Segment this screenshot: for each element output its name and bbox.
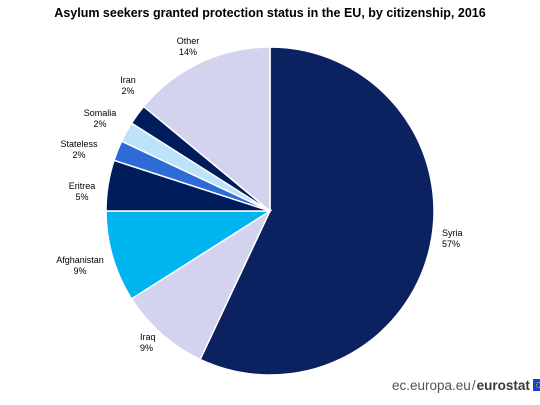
branding-name: eurostat	[476, 377, 530, 393]
branding-separator: /	[471, 377, 476, 393]
slice-value-iraq: 9%	[140, 343, 153, 353]
eurostat-branding: ec.europa.eu / eurostat	[392, 376, 540, 394]
pie-slice-iraq	[130, 208, 272, 361]
slice-name-somalia: Somalia	[84, 108, 117, 118]
slice-name-afghanistan: Afghanistan	[56, 255, 104, 265]
pie-slice-other	[142, 46, 271, 213]
slice-value-somalia: 2%	[93, 119, 106, 129]
slice-value-syria: 57%	[442, 239, 460, 249]
slice-value-afghanistan: 9%	[73, 266, 86, 276]
pie-slice-afghanistan	[105, 210, 273, 300]
slice-name-iraq: Iraq	[140, 332, 156, 342]
pie-slice-syria	[199, 46, 435, 376]
slice-value-stateless: 2%	[72, 150, 85, 160]
slice-name-iran: Iran	[120, 75, 136, 85]
slice-name-other: Other	[177, 36, 200, 46]
slice-value-other: 14%	[179, 47, 197, 57]
slice-name-stateless: Stateless	[60, 139, 98, 149]
eu-flag-icon	[532, 379, 540, 391]
branding-site: ec.europa.eu	[392, 377, 471, 393]
slice-name-syria: Syria	[442, 228, 463, 238]
slice-value-eritrea: 5%	[75, 192, 88, 202]
chart-title: Asylum seekers granted protection status…	[54, 6, 486, 20]
slice-name-eritrea: Eritrea	[69, 181, 96, 191]
slice-value-iran: 2%	[121, 86, 134, 96]
